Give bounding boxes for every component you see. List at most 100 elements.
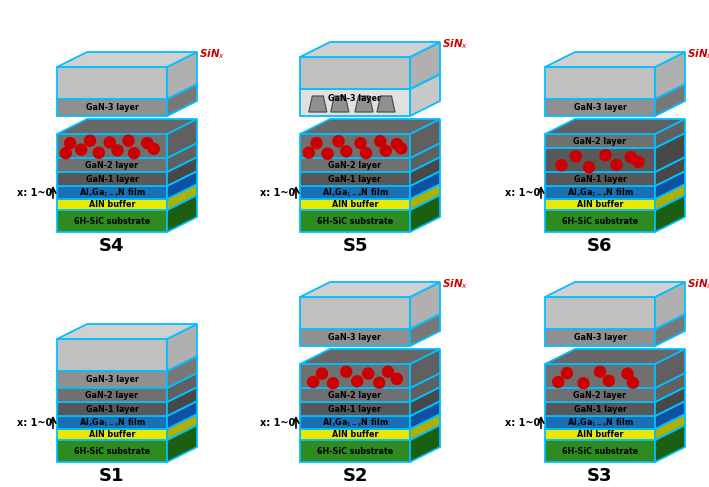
Polygon shape (57, 416, 167, 429)
Polygon shape (410, 119, 440, 158)
Text: S5: S5 (342, 237, 368, 255)
Circle shape (363, 368, 374, 379)
Polygon shape (300, 440, 410, 462)
Text: Al$_x$Ga$_{1-x}$N film: Al$_x$Ga$_{1-x}$N film (79, 416, 145, 429)
Polygon shape (410, 143, 440, 172)
Polygon shape (655, 52, 685, 99)
Polygon shape (545, 186, 655, 199)
Text: S4: S4 (99, 237, 125, 255)
Polygon shape (57, 388, 167, 402)
Text: x: 1~0: x: 1~0 (17, 187, 52, 198)
Polygon shape (410, 184, 440, 210)
Polygon shape (57, 171, 197, 186)
Polygon shape (655, 195, 685, 232)
Text: x: 1~0: x: 1~0 (505, 417, 540, 428)
Polygon shape (57, 440, 167, 462)
Polygon shape (545, 297, 655, 329)
Polygon shape (545, 440, 655, 462)
Polygon shape (309, 96, 327, 112)
Polygon shape (300, 297, 410, 329)
Circle shape (625, 151, 636, 163)
Circle shape (595, 366, 605, 377)
Polygon shape (655, 119, 685, 148)
Polygon shape (545, 84, 685, 99)
Circle shape (104, 137, 116, 148)
Polygon shape (545, 329, 655, 346)
Polygon shape (167, 119, 197, 158)
Polygon shape (167, 171, 197, 199)
Polygon shape (167, 84, 197, 116)
Polygon shape (545, 373, 685, 388)
Text: GaN-1 layer: GaN-1 layer (574, 174, 627, 184)
Polygon shape (300, 429, 410, 440)
Polygon shape (167, 373, 197, 402)
Circle shape (311, 138, 322, 149)
Text: 6H-SiC substrate: 6H-SiC substrate (74, 217, 150, 225)
Polygon shape (300, 282, 440, 297)
Polygon shape (545, 387, 685, 402)
Polygon shape (57, 387, 197, 402)
Circle shape (391, 374, 402, 384)
Polygon shape (545, 184, 685, 199)
Polygon shape (655, 84, 685, 116)
Polygon shape (57, 119, 197, 134)
Polygon shape (300, 199, 410, 210)
Polygon shape (300, 373, 440, 388)
Polygon shape (57, 371, 167, 388)
Circle shape (303, 147, 314, 158)
Text: x: 1~0: x: 1~0 (259, 417, 295, 428)
Polygon shape (57, 99, 167, 116)
Polygon shape (545, 195, 685, 210)
Circle shape (360, 148, 372, 159)
Polygon shape (167, 157, 197, 186)
Polygon shape (655, 373, 685, 402)
Circle shape (611, 159, 622, 170)
Circle shape (633, 156, 644, 168)
Polygon shape (331, 96, 349, 112)
Polygon shape (545, 282, 685, 297)
Text: GaN-3 layer: GaN-3 layer (328, 333, 381, 342)
Polygon shape (545, 416, 655, 429)
Polygon shape (57, 52, 197, 67)
Text: 6H-SiC substrate: 6H-SiC substrate (317, 217, 393, 225)
Text: SiN$_x$: SiN$_x$ (442, 277, 468, 291)
Polygon shape (410, 314, 440, 346)
Polygon shape (57, 402, 167, 416)
Polygon shape (655, 401, 685, 429)
Polygon shape (300, 186, 410, 199)
Circle shape (60, 148, 72, 159)
Text: GaN-3 layer: GaN-3 layer (86, 375, 138, 384)
Polygon shape (655, 184, 685, 210)
Polygon shape (167, 387, 197, 416)
Polygon shape (167, 414, 197, 440)
Polygon shape (410, 74, 440, 116)
Text: SiN$_x$: SiN$_x$ (199, 47, 225, 61)
Polygon shape (300, 314, 440, 329)
Polygon shape (167, 143, 197, 172)
Circle shape (396, 143, 407, 154)
Text: x: 1~0: x: 1~0 (259, 187, 295, 198)
Polygon shape (57, 186, 167, 199)
Polygon shape (545, 119, 685, 134)
Polygon shape (545, 425, 685, 440)
Polygon shape (545, 134, 655, 148)
Text: GaN-3 layer: GaN-3 layer (86, 103, 138, 112)
Polygon shape (57, 373, 197, 388)
Polygon shape (545, 157, 685, 172)
Circle shape (603, 375, 614, 386)
Circle shape (622, 368, 633, 379)
Polygon shape (410, 373, 440, 402)
Polygon shape (300, 401, 440, 416)
Polygon shape (545, 67, 655, 99)
Text: 6H-SiC substrate: 6H-SiC substrate (74, 447, 150, 455)
Polygon shape (300, 143, 440, 158)
Circle shape (148, 143, 160, 154)
Polygon shape (57, 429, 167, 440)
Polygon shape (545, 210, 655, 232)
Text: GaN-1 layer: GaN-1 layer (328, 405, 381, 413)
Polygon shape (57, 134, 167, 158)
Circle shape (308, 376, 319, 388)
Text: AlN buffer: AlN buffer (332, 200, 378, 209)
Polygon shape (545, 401, 685, 416)
Polygon shape (300, 171, 440, 186)
